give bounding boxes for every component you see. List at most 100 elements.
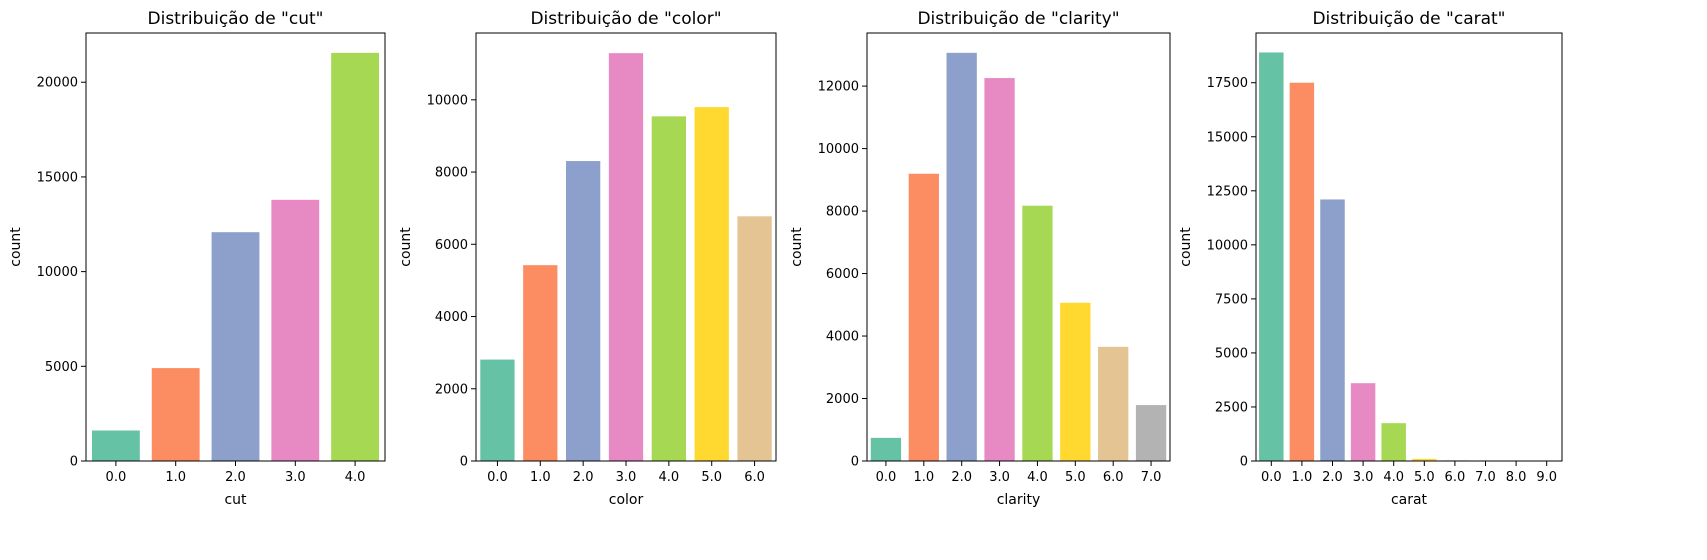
y-tick-label: 5000 xyxy=(1215,346,1248,361)
x-tick-label: 2.0 xyxy=(573,470,594,485)
bar-color-1.0 xyxy=(523,265,558,461)
bar-color-0.0 xyxy=(480,359,515,461)
x-tick-label: 1.0 xyxy=(530,470,551,485)
y-tick-label: 15000 xyxy=(1207,130,1248,145)
x-tick-label: 6.0 xyxy=(744,470,765,485)
bar-cut-2.0 xyxy=(211,232,260,461)
y-tick-label: 8000 xyxy=(826,205,859,220)
bar-carat-3.0 xyxy=(1350,383,1376,461)
x-tick-label: 5.0 xyxy=(701,470,722,485)
chart-panel-cut: 0.0 1.0 2.0 3.0 4.0 0 5000 10000 15000 20000 Distr… xyxy=(8,9,386,508)
chart-title: Distribuição de "color" xyxy=(530,9,721,29)
x-tick-label: 0.0 xyxy=(487,470,508,485)
y-tick-label: 20000 xyxy=(37,76,78,91)
x-tick-label: 4.0 xyxy=(345,470,366,485)
bar-carat-0.0 xyxy=(1259,52,1284,462)
x-tick-label: 6.0 xyxy=(1445,470,1466,485)
bar-color-6.0 xyxy=(737,216,772,461)
x-tick-label: 5.0 xyxy=(1414,470,1435,485)
y-tick-label: 5000 xyxy=(45,360,78,375)
bar-cut-4.0 xyxy=(331,52,380,461)
x-tick-label: 2.0 xyxy=(225,470,246,485)
x-tick-label: 0.0 xyxy=(876,470,897,485)
y-tick-label: 4000 xyxy=(826,330,859,345)
x-tick-label: 2.0 xyxy=(951,470,972,485)
x-tick-label: 6.0 xyxy=(1103,470,1124,485)
chart-panel-carat: 0.0 1.0 2.0 3.0 4.0 5.0 6.0 7.0 8.0 9.0 0 2500 5000 7… xyxy=(1178,9,1563,508)
x-tick-label: 3.0 xyxy=(1353,470,1374,485)
y-tick-label: 2000 xyxy=(435,382,468,397)
y-axis-label: count xyxy=(789,227,805,267)
x-tick-label: 3.0 xyxy=(989,470,1010,485)
bar-clarity-3.0 xyxy=(984,78,1015,461)
bar-cut-0.0 xyxy=(91,430,140,461)
x-tick-label: 0.0 xyxy=(1261,470,1282,485)
bar-carat-5.0 xyxy=(1412,458,1437,461)
y-tick-label: 2000 xyxy=(826,392,859,407)
y-tick-label: 8000 xyxy=(435,166,468,181)
y-axis-label: count xyxy=(398,227,414,267)
y-tick-label: 7500 xyxy=(1215,292,1248,307)
x-tick-label: 1.0 xyxy=(1292,470,1313,485)
y-axis-label: count xyxy=(8,227,24,267)
y-tick-label: 2500 xyxy=(1215,400,1248,415)
y-tick-label: 10000 xyxy=(1207,238,1248,253)
x-tick-label: 7.0 xyxy=(1475,470,1496,485)
bar-clarity-6.0 xyxy=(1098,346,1129,461)
x-tick-label: 9.0 xyxy=(1536,470,1557,485)
y-tick-label: 0 xyxy=(70,455,78,470)
y-tick-label: 4000 xyxy=(435,310,468,325)
x-tick-label: 4.0 xyxy=(659,470,680,485)
x-tick-label: 1.0 xyxy=(913,470,934,485)
x-axis-label: clarity xyxy=(997,492,1041,508)
y-tick-label: 15000 xyxy=(37,170,78,185)
chart-title: Distribuição de "carat" xyxy=(1312,9,1505,29)
y-axis-label: count xyxy=(1178,227,1194,267)
x-tick-label: 0.0 xyxy=(106,470,127,485)
x-axis-label: color xyxy=(609,492,644,508)
x-axis-label: carat xyxy=(1391,492,1428,508)
bar-carat-1.0 xyxy=(1289,82,1315,462)
y-tick-label: 10000 xyxy=(37,265,78,280)
x-tick-label: 2.0 xyxy=(1322,470,1343,485)
chart-panel-color: 0.0 1.0 2.0 3.0 4.0 5.0 6.0 0 2000 4000 6000 8000 10… xyxy=(398,9,777,508)
chart-title: Distribuição de "cut" xyxy=(148,9,324,29)
y-tick-label: 10000 xyxy=(818,142,859,157)
bar-color-4.0 xyxy=(651,116,686,462)
bar-clarity-4.0 xyxy=(1022,205,1053,461)
bar-cut-1.0 xyxy=(151,368,200,461)
x-tick-label: 7.0 xyxy=(1141,470,1162,485)
bar-carat-2.0 xyxy=(1320,199,1345,461)
bar-clarity-2.0 xyxy=(946,52,977,462)
bar-clarity-0.0 xyxy=(870,437,902,461)
bar-color-3.0 xyxy=(608,53,644,461)
x-tick-label: 1.0 xyxy=(165,470,186,485)
y-tick-label: 10000 xyxy=(427,93,468,108)
bar-clarity-5.0 xyxy=(1060,302,1091,461)
x-tick-label: 3.0 xyxy=(285,470,306,485)
x-tick-label: 4.0 xyxy=(1027,470,1048,485)
y-tick-label: 17500 xyxy=(1207,76,1248,91)
chart-panel-clarity: 0.0 1.0 2.0 3.0 4.0 5.0 6.0 7.0 0 2000 4000 6000 800… xyxy=(789,9,1171,508)
chart-title: Distribuição de "clarity" xyxy=(917,9,1119,29)
y-tick-label: 0 xyxy=(851,455,859,470)
bar-cut-3.0 xyxy=(271,199,320,461)
bar-color-5.0 xyxy=(694,107,729,462)
y-tick-label: 0 xyxy=(460,455,468,470)
x-tick-label: 4.0 xyxy=(1383,470,1404,485)
bar-carat-4.0 xyxy=(1381,423,1406,461)
y-tick-label: 12000 xyxy=(818,80,859,95)
x-axis-label: cut xyxy=(224,492,247,508)
y-tick-label: 0 xyxy=(1240,455,1248,470)
x-tick-label: 8.0 xyxy=(1506,470,1527,485)
y-tick-label: 6000 xyxy=(435,238,468,253)
axes-frame xyxy=(866,32,1171,462)
y-tick-label: 12500 xyxy=(1207,184,1248,199)
bar-color-2.0 xyxy=(566,161,601,461)
x-tick-label: 3.0 xyxy=(616,470,637,485)
axes-frame xyxy=(1255,32,1563,462)
bar-clarity-1.0 xyxy=(908,173,939,461)
y-tick-label: 6000 xyxy=(826,267,859,282)
bar-clarity-7.0 xyxy=(1135,405,1167,461)
